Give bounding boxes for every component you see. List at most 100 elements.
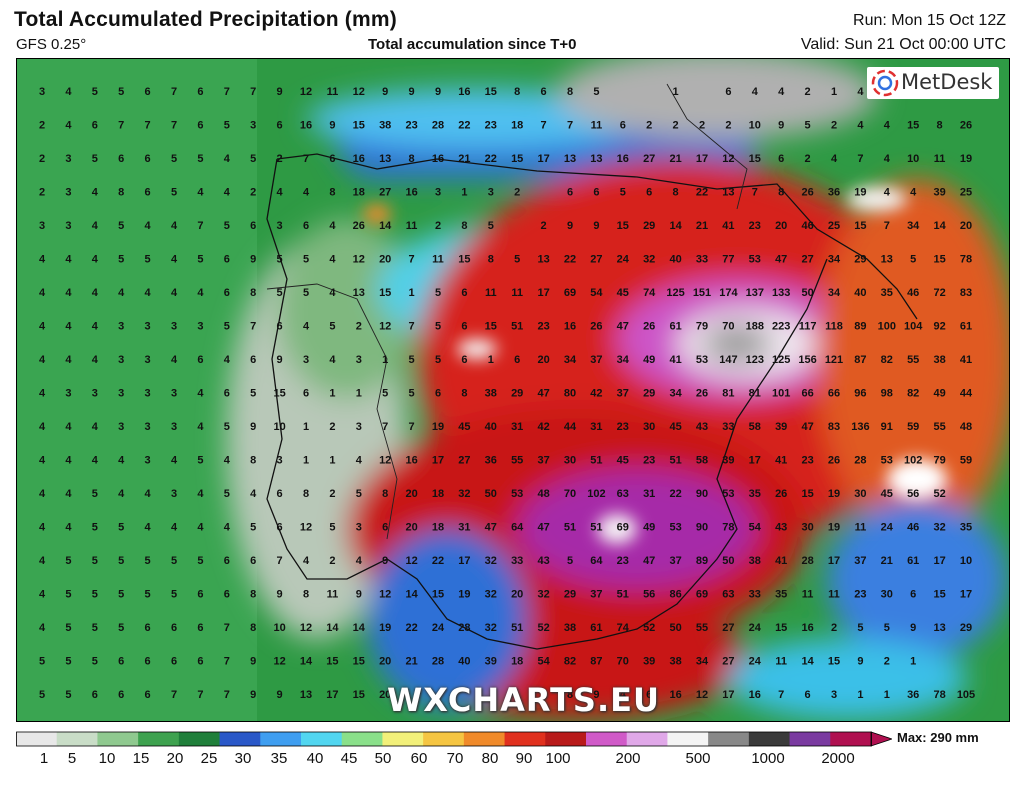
grid-value: 13 xyxy=(379,153,391,165)
colorbar-cell xyxy=(56,732,98,746)
grid-value: 35 xyxy=(881,287,893,299)
grid-value: 66 xyxy=(828,388,840,400)
grid-value: 11 xyxy=(432,254,444,266)
grid-value: 6 xyxy=(145,187,151,199)
grid-value: 52 xyxy=(933,488,945,500)
grid-value: 8 xyxy=(250,455,256,467)
grid-value: 3 xyxy=(145,388,151,400)
grid-value: 29 xyxy=(643,220,655,232)
grid-value: 14 xyxy=(801,656,814,668)
grid-value: 53 xyxy=(881,455,893,467)
grid-value: 36 xyxy=(485,455,497,467)
grid-value: 11 xyxy=(855,522,867,534)
grid-value: 6 xyxy=(329,153,335,165)
grid-value: 6 xyxy=(461,287,467,299)
grid-value: 17 xyxy=(960,589,972,601)
colorbar xyxy=(16,731,892,747)
grid-value: 58 xyxy=(749,421,761,433)
grid-value: 15 xyxy=(854,220,866,232)
grid-value: 5 xyxy=(92,622,98,634)
grid-value: 6 xyxy=(277,321,283,333)
grid-value: 5 xyxy=(382,388,388,400)
grid-value: 69 xyxy=(696,589,708,601)
grid-value: 96 xyxy=(854,388,866,400)
grid-value: 5 xyxy=(92,86,98,98)
grid-value: 12 xyxy=(353,254,365,266)
grid-value: 20 xyxy=(379,656,391,668)
grid-value: 32 xyxy=(933,522,945,534)
grid-value: 4 xyxy=(65,488,72,500)
grid-value: 5 xyxy=(329,321,335,333)
grid-value: 32 xyxy=(458,488,470,500)
grid-value: 90 xyxy=(696,488,708,500)
grid-value: 40 xyxy=(485,421,497,433)
grid-value: 16 xyxy=(300,120,312,132)
grid-value: 59 xyxy=(960,455,972,467)
grid-value: 7 xyxy=(224,86,230,98)
grid-value: 58 xyxy=(696,455,708,467)
grid-value: 82 xyxy=(881,354,893,366)
grid-value: 100 xyxy=(878,321,896,333)
grid-value: 91 xyxy=(881,421,893,433)
precipitation-map[interactable]: 3455676779121112999161586851644214724677… xyxy=(16,58,1010,722)
grid-value: 81 xyxy=(722,388,734,400)
grid-value: 64 xyxy=(511,522,524,534)
grid-value: 5 xyxy=(92,522,98,534)
grid-value: 8 xyxy=(250,287,256,299)
grid-value: 86 xyxy=(669,589,681,601)
grid-value: 12 xyxy=(353,86,365,98)
metdesk-logo-icon xyxy=(871,69,899,97)
grid-value: 4 xyxy=(356,555,363,567)
colorbar-tick-label: 1000 xyxy=(751,750,785,767)
grid-value: 31 xyxy=(643,488,655,500)
grid-value: 9 xyxy=(593,220,599,232)
grid-value: 4 xyxy=(92,187,99,199)
grid-value: 3 xyxy=(39,86,45,98)
grid-value: 40 xyxy=(669,254,681,266)
grid-value: 14 xyxy=(405,589,418,601)
grid-value: 3 xyxy=(356,522,362,534)
grid-value: 37 xyxy=(590,354,602,366)
grid-value: 29 xyxy=(854,254,866,266)
grid-value: 14 xyxy=(326,622,339,634)
grid-value: 9 xyxy=(250,254,256,266)
grid-value: 35 xyxy=(749,488,761,500)
colorbar-tick-label: 10 xyxy=(98,750,116,767)
grid-value: 3 xyxy=(356,354,362,366)
grid-value: 4 xyxy=(171,455,178,467)
grid-value: 2 xyxy=(831,622,837,634)
grid-value: 14 xyxy=(300,656,313,668)
colorbar-cell xyxy=(504,732,546,746)
grid-value: 17 xyxy=(326,689,338,701)
grid-value: 43 xyxy=(775,522,787,534)
grid-value: 18 xyxy=(511,120,523,132)
grid-value: 2 xyxy=(699,120,705,132)
grid-value: 5 xyxy=(303,287,309,299)
grid-value: 5 xyxy=(224,220,230,232)
grid-value: 51 xyxy=(669,455,681,467)
grid-value: 3 xyxy=(118,421,124,433)
grid-value: 137 xyxy=(746,287,764,299)
grid-value: 11 xyxy=(485,287,497,299)
grid-value: 6 xyxy=(250,220,256,232)
grid-value: 79 xyxy=(696,321,708,333)
colorbar-cell xyxy=(789,732,831,746)
colorbar-cell xyxy=(667,732,709,746)
grid-value: 15 xyxy=(432,589,444,601)
grid-value: 32 xyxy=(485,589,497,601)
grid-value: 69 xyxy=(564,287,576,299)
grid-value: 41 xyxy=(775,555,787,567)
grid-value: 9 xyxy=(382,86,388,98)
grid-value: 4 xyxy=(39,421,46,433)
grid-value: 11 xyxy=(802,589,814,601)
grid-value: 32 xyxy=(537,589,549,601)
grid-value: 5 xyxy=(197,455,203,467)
colorbar-cell xyxy=(382,732,424,746)
grid-value: 46 xyxy=(907,522,919,534)
grid-value: 12 xyxy=(722,153,734,165)
grid-value: 41 xyxy=(960,354,972,366)
grid-value: 1 xyxy=(461,187,467,199)
grid-value: 20 xyxy=(960,220,972,232)
grid-value: 4 xyxy=(65,120,72,132)
grid-value: 41 xyxy=(775,455,787,467)
